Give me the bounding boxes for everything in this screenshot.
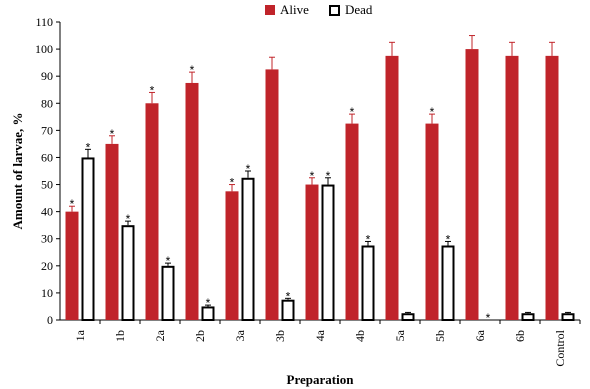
y-tick-label: 110 bbox=[35, 15, 53, 29]
x-tick-label: 4b bbox=[353, 330, 367, 342]
significance-mark: * bbox=[286, 289, 291, 303]
significance-mark: * bbox=[70, 197, 75, 211]
y-tick-label: 70 bbox=[41, 123, 53, 137]
significance-mark: * bbox=[326, 169, 331, 183]
y-tick-label: 40 bbox=[41, 205, 53, 219]
bar-dead bbox=[161, 265, 175, 321]
bar-alive bbox=[105, 143, 119, 320]
x-tick-label: 2b bbox=[193, 330, 207, 342]
bar-alive bbox=[65, 211, 79, 320]
bar-dead bbox=[321, 184, 335, 321]
significance-mark: * bbox=[206, 296, 211, 310]
y-tick-label: 90 bbox=[41, 69, 53, 83]
bar-alive bbox=[425, 123, 439, 320]
bar-dead bbox=[241, 177, 255, 321]
bar-alive bbox=[185, 82, 199, 320]
bar-alive bbox=[465, 49, 479, 320]
significance-mark: * bbox=[366, 232, 371, 246]
bar-dead bbox=[521, 313, 535, 321]
bar-dead bbox=[121, 225, 135, 322]
bar-alive bbox=[345, 123, 359, 320]
significance-mark: * bbox=[486, 311, 491, 325]
significance-mark: * bbox=[190, 63, 195, 77]
bar-dead bbox=[361, 245, 375, 321]
x-tick-label: 5b bbox=[433, 330, 447, 342]
bar-dead bbox=[441, 245, 455, 321]
bar-dead bbox=[401, 313, 415, 321]
x-tick-label: 6a bbox=[473, 329, 487, 341]
significance-mark: * bbox=[230, 176, 235, 190]
x-tick-label: 3a bbox=[233, 329, 247, 341]
x-tick-label: 1b bbox=[113, 330, 127, 342]
significance-mark: * bbox=[246, 162, 251, 176]
bar-dead bbox=[81, 157, 95, 321]
significance-mark: * bbox=[166, 254, 171, 268]
x-tick-label: 4a bbox=[313, 329, 327, 341]
x-tick-label: Control bbox=[553, 329, 567, 366]
bar-alive bbox=[385, 55, 399, 320]
x-tick-label: 3b bbox=[273, 330, 287, 342]
y-tick-label: 100 bbox=[35, 42, 53, 56]
x-axis-title: Preparation bbox=[287, 372, 355, 387]
y-tick-label: 30 bbox=[41, 232, 53, 246]
x-tick-label: 2a bbox=[153, 329, 167, 341]
bar-alive bbox=[505, 55, 519, 320]
legend-swatch-dead bbox=[329, 5, 340, 16]
legend-label-alive: Alive bbox=[280, 2, 309, 17]
significance-mark: * bbox=[446, 232, 451, 246]
y-axis-title: Amount of larvae, % bbox=[10, 113, 25, 230]
y-tick-label: 20 bbox=[41, 259, 53, 273]
bar-dead bbox=[281, 299, 295, 322]
significance-mark: * bbox=[350, 105, 355, 119]
significance-mark: * bbox=[110, 127, 115, 141]
bar-dead bbox=[561, 313, 575, 321]
significance-mark: * bbox=[86, 140, 91, 154]
significance-mark: * bbox=[310, 169, 315, 183]
bar-dead bbox=[201, 306, 215, 322]
x-tick-label: 1a bbox=[73, 329, 87, 341]
y-tick-label: 0 bbox=[47, 313, 53, 327]
bar-alive bbox=[545, 55, 559, 320]
x-tick-label: 6b bbox=[513, 330, 527, 342]
y-tick-label: 60 bbox=[41, 150, 53, 164]
legend-label-dead: Dead bbox=[345, 2, 373, 17]
significance-mark: * bbox=[126, 212, 131, 226]
legend-swatch-alive bbox=[265, 5, 275, 15]
bar-alive bbox=[145, 103, 159, 320]
y-tick-label: 10 bbox=[41, 286, 53, 300]
x-tick-label: 5a bbox=[393, 329, 407, 341]
significance-mark: * bbox=[430, 105, 435, 119]
bar-alive bbox=[305, 184, 319, 320]
y-tick-label: 80 bbox=[41, 96, 53, 110]
bar-alive bbox=[265, 69, 279, 320]
y-tick-label: 50 bbox=[41, 178, 53, 192]
bar-alive bbox=[225, 191, 239, 320]
significance-mark: * bbox=[150, 83, 155, 97]
